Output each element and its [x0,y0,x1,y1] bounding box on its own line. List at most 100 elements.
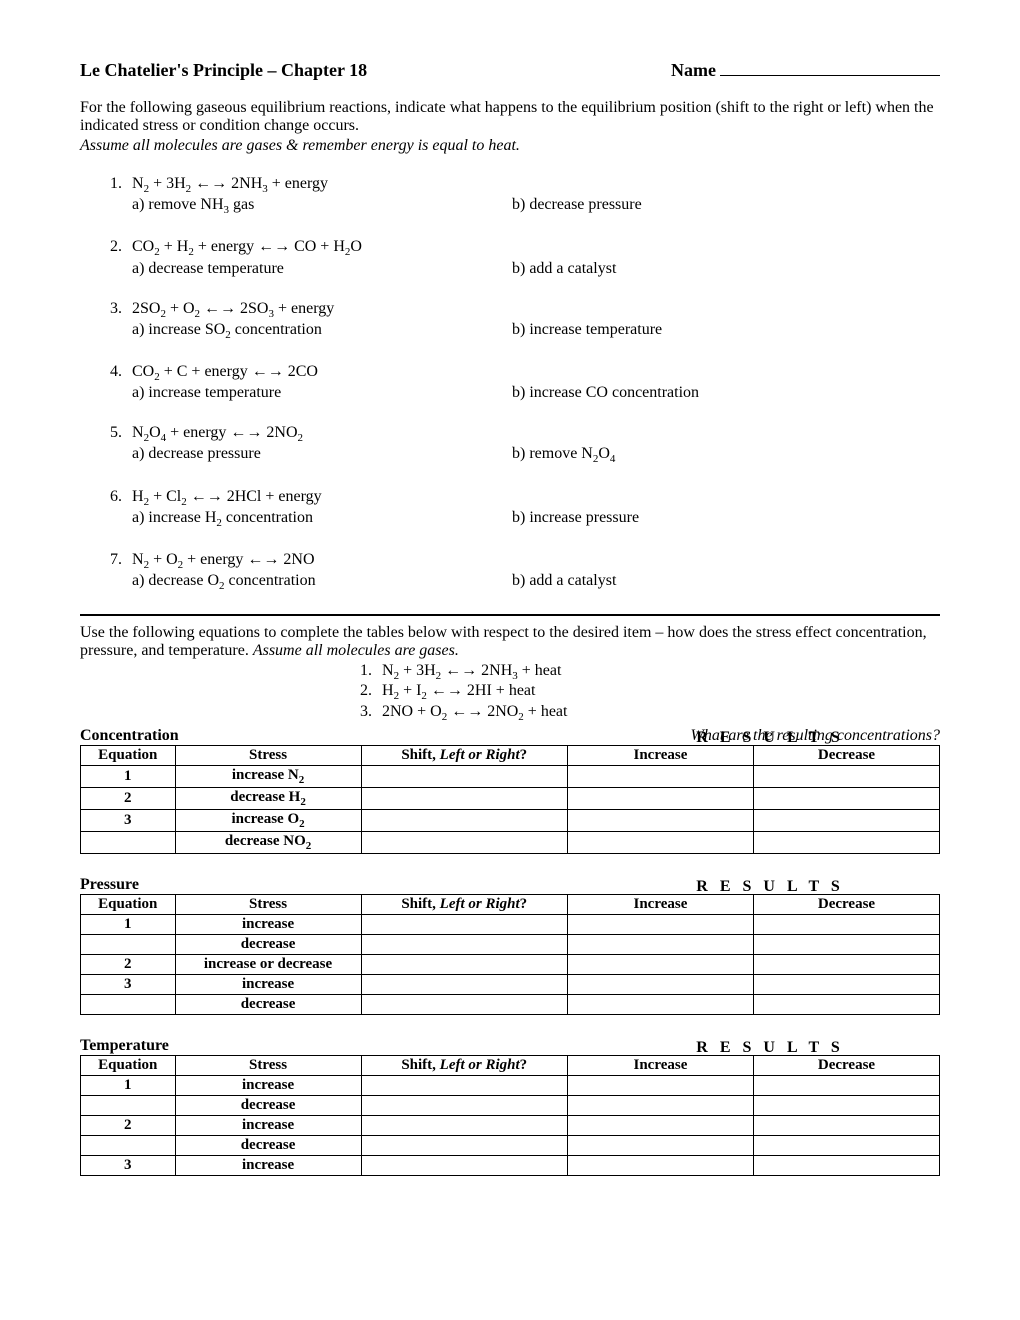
problem-item: 1.N2 + 3H2 ←→ 2NH3 + energya) remove NH3… [110,175,940,216]
eqlist-number: 2. [360,682,382,702]
table-row: decrease [81,934,940,954]
cell-decrease[interactable] [753,831,939,853]
problem-number: 2. [110,238,132,277]
cell-decrease[interactable] [753,1095,939,1115]
problem-item: 7.N2 + O2 + energy ←→ 2NOa) decrease O2 … [110,551,940,592]
cell-increase[interactable] [567,1115,753,1135]
problem-part-b: b) add a catalyst [512,260,940,278]
table-row: 3increase [81,974,940,994]
cell-equation: 1 [81,765,176,787]
cell-shift[interactable] [361,994,567,1014]
col-shift: Shift, Left or Right? [361,894,567,914]
cell-decrease[interactable] [753,934,939,954]
cell-shift[interactable] [361,1135,567,1155]
problem-number: 3. [110,300,132,341]
results-label-concentration: R E S U L T S [600,729,940,747]
problem-body: 2SO2 + O2 ←→ 2SO3 + energya) increase SO… [132,300,940,341]
cell-decrease[interactable] [753,787,939,809]
cell-increase[interactable] [567,1075,753,1095]
cell-increase[interactable] [567,809,753,831]
col-shift: Shift, Left or Right? [361,1055,567,1075]
header: Le Chatelier's Principle – Chapter 18 Na… [80,60,940,81]
table-header-row: EquationStressShift, Left or Right?Incre… [81,894,940,914]
cell-decrease[interactable] [753,1115,939,1135]
equation-list-item: 1.N2 + 3H2 ←→ 2NH3 + heat [360,662,940,682]
problem-number: 7. [110,551,132,592]
cell-shift[interactable] [361,1155,567,1175]
table-row: 1increase [81,1075,940,1095]
problem-body: H2 + Cl2 ←→ 2HCl + energya) increase H2 … [132,488,940,529]
instr2-assume: Assume all molecules are gases. [253,642,459,659]
eqlist-equation: 2NO + O2 ←→ 2NO2 + heat [382,703,567,723]
cell-stress: decrease [175,1135,361,1155]
cell-equation: 3 [81,809,176,831]
cell-increase[interactable] [567,974,753,994]
cell-shift[interactable] [361,831,567,853]
cell-increase[interactable] [567,831,753,853]
cell-equation [81,1135,176,1155]
cell-shift[interactable] [361,787,567,809]
cell-shift[interactable] [361,1075,567,1095]
name-blank-line[interactable] [720,75,940,76]
problem-item: 4.CO2 + C + energy ←→ 2COa) increase tem… [110,363,940,402]
problem-part-b: b) increase temperature [512,321,940,341]
cell-stress: increase N2 [175,765,361,787]
cell-shift[interactable] [361,914,567,934]
cell-shift[interactable] [361,1115,567,1135]
cell-stress: decrease [175,1095,361,1115]
eqlist-number: 3. [360,703,382,723]
cell-decrease[interactable] [753,1075,939,1095]
table-row: decrease [81,994,940,1014]
table-row: 1increase [81,914,940,934]
cell-shift[interactable] [361,954,567,974]
problem-number: 1. [110,175,132,216]
table-row: decrease [81,1135,940,1155]
cell-equation: 2 [81,1115,176,1135]
cell-shift[interactable] [361,809,567,831]
cell-equation [81,934,176,954]
cell-increase[interactable] [567,765,753,787]
cell-increase[interactable] [567,1095,753,1115]
cell-equation: 2 [81,787,176,809]
problem-body: N2 + 3H2 ←→ 2NH3 + energya) remove NH3 g… [132,175,940,216]
cell-shift[interactable] [361,765,567,787]
cell-stress: decrease [175,994,361,1014]
cell-increase[interactable] [567,934,753,954]
col-stress: Stress [175,745,361,765]
cell-decrease[interactable] [753,1135,939,1155]
cell-increase[interactable] [567,954,753,974]
problem-part-a: a) decrease pressure [132,445,512,465]
cell-increase[interactable] [567,994,753,1014]
cell-increase[interactable] [567,914,753,934]
table-row: 3increase [81,1155,940,1175]
problem-number: 6. [110,488,132,529]
cell-stress: increase or decrease [175,954,361,974]
problem-equation: CO2 + H2 + energy ←→ CO + H2O [132,238,940,258]
table-header-row: EquationStressShift, Left or Right?Incre… [81,1055,940,1075]
problem-number: 5. [110,424,132,465]
cell-shift[interactable] [361,934,567,954]
cell-increase[interactable] [567,1135,753,1155]
cell-equation: 1 [81,1075,176,1095]
instructions-2: Use the following equations to complete … [80,624,940,660]
temperature-table-wrap: R E S U L T S EquationStressShift, Left … [80,1055,940,1176]
cell-shift[interactable] [361,1095,567,1115]
cell-increase[interactable] [567,787,753,809]
cell-equation: 2 [81,954,176,974]
cell-stress: increase [175,1075,361,1095]
cell-decrease[interactable] [753,809,939,831]
cell-stress: increase [175,974,361,994]
cell-decrease[interactable] [753,954,939,974]
col-equation: Equation [81,745,176,765]
cell-decrease[interactable] [753,914,939,934]
table-header-row: EquationStressShift, Left or Right?Incre… [81,745,940,765]
cell-shift[interactable] [361,974,567,994]
cell-decrease[interactable] [753,994,939,1014]
cell-decrease[interactable] [753,765,939,787]
table-row: 2increase [81,1115,940,1135]
cell-increase[interactable] [567,1155,753,1175]
problem-equation: 2SO2 + O2 ←→ 2SO3 + energy [132,300,940,320]
cell-decrease[interactable] [753,1155,939,1175]
cell-decrease[interactable] [753,974,939,994]
cell-stress: increase [175,1115,361,1135]
